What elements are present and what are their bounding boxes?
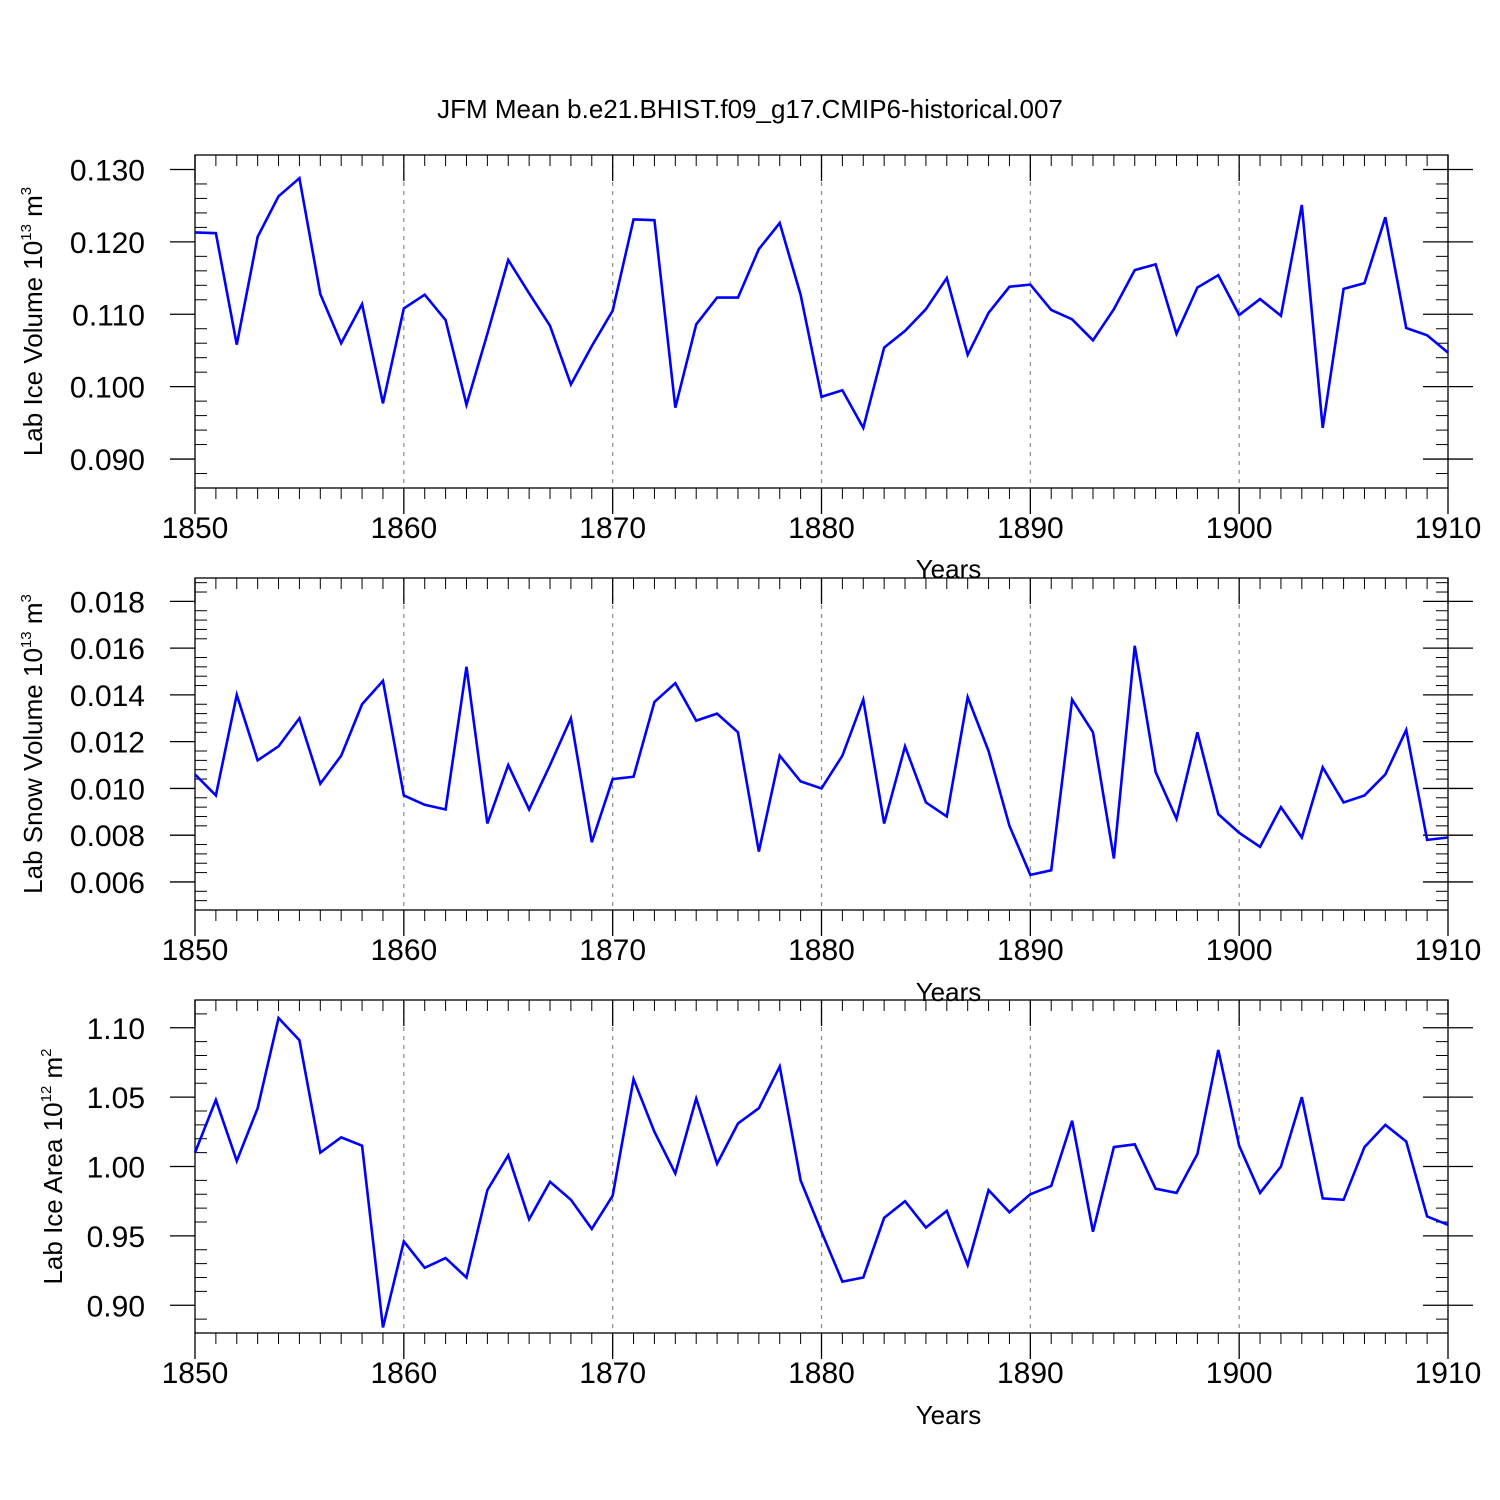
- x-tick-label: 1890: [997, 934, 1064, 967]
- y-tick-label: 1.05: [87, 1082, 145, 1115]
- y-axis-label: Lab Ice Volume 1013 m3: [18, 187, 48, 456]
- y-axis-label-part: m: [18, 603, 48, 632]
- x-tick-label: 1910: [1415, 934, 1482, 967]
- panels: 1850 1860 1870 1880 1890 1900 1910 0.090 0.100 0.…: [18, 154, 1481, 1430]
- x-tick-label: 1850: [162, 512, 229, 545]
- y-tick-label: 0.090: [70, 444, 145, 477]
- y-axis-label-superscript: 13: [18, 224, 35, 241]
- panel-1: 1850 1860 1870 1880 1890 1900 1910 0.090 0.100 0.…: [18, 154, 1481, 584]
- y-tick-label: 1.00: [87, 1152, 145, 1185]
- y-tick-label: 0.012: [70, 727, 145, 760]
- x-tick-label: 1900: [1206, 512, 1273, 545]
- y-axis-label-part: m: [18, 195, 48, 224]
- y-axis-label-part: Lab Ice Volume 10: [18, 241, 48, 456]
- y-axis-label: Lab Ice Area 1012 m2: [38, 1048, 68, 1284]
- y-axis-label: Lab Snow Volume 1013 m3: [18, 594, 48, 894]
- y-axis-label-superscript: 12: [38, 1086, 55, 1103]
- panel-2: 1850 1860 1870 1880 1890 1900 1910 0.006 0.008 0.…: [18, 577, 1482, 1007]
- panel-3: 1850 1860 1870 1880 1890 1900 1910 0.90 0.95 1.00…: [38, 999, 1482, 1430]
- y-axis-label-part: Lab Snow Volume 10: [18, 648, 48, 894]
- plot-frame: [194, 999, 1449, 1334]
- x-tick-label: 1860: [370, 934, 437, 967]
- y-tick-label: 0.014: [70, 680, 145, 713]
- x-tick-label: 1850: [162, 1357, 229, 1390]
- series-line-3: [193, 1015, 1449, 1328]
- y-tick-label: 0.110: [72, 299, 145, 332]
- y-tick-label: 0.90: [87, 1290, 145, 1323]
- y-tick-label: 0.130: [70, 154, 145, 187]
- y-tick-label: 0.008: [70, 820, 145, 853]
- y-axis-label-part: m: [38, 1057, 68, 1086]
- series-line-2: [194, 645, 1449, 877]
- x-axis-label: Years: [916, 1400, 982, 1430]
- x-tick-label: 1910: [1415, 1357, 1482, 1390]
- series-line-1: [194, 175, 1449, 432]
- x-tick-label: 1880: [788, 512, 855, 545]
- x-tick-label: 1900: [1206, 934, 1273, 967]
- x-tick-label: 1860: [370, 1357, 437, 1390]
- x-tick-label: 1910: [1415, 512, 1482, 545]
- y-axis-label-superscript: 2: [38, 1048, 55, 1056]
- y-tick-label: 0.100: [70, 372, 145, 405]
- x-tick-label: 1900: [1206, 1357, 1273, 1390]
- y-axis-label-superscript: 3: [18, 594, 35, 602]
- x-tick-label: 1880: [788, 934, 855, 967]
- x-tick-label: 1850: [162, 934, 229, 967]
- y-tick-label: 0.018: [70, 586, 145, 619]
- x-axis-label: Years: [916, 554, 982, 584]
- y-tick-label: 0.95: [87, 1221, 145, 1254]
- y-tick-label: 0.016: [70, 633, 145, 666]
- y-tick-label: 0.120: [70, 227, 145, 260]
- x-tick-label: 1870: [579, 512, 646, 545]
- x-axis-label: Years: [916, 977, 982, 1007]
- y-axis-label-part: Lab Ice Area 10: [38, 1102, 68, 1284]
- y-axis-label-superscript: 13: [18, 631, 35, 648]
- x-tick-label: 1890: [997, 512, 1064, 545]
- y-tick-label: 0.010: [70, 773, 145, 806]
- plot-frame: [194, 154, 1449, 489]
- y-tick-label: 0.006: [70, 867, 145, 900]
- x-tick-label: 1860: [370, 512, 437, 545]
- chart-title: JFM Mean b.e21.BHIST.f09_g17.CMIP6-histo…: [437, 94, 1063, 124]
- x-tick-label: 1870: [579, 1357, 646, 1390]
- x-tick-label: 1890: [997, 1357, 1064, 1390]
- y-tick-label: 1.10: [87, 1013, 145, 1046]
- x-tick-label: 1880: [788, 1357, 855, 1390]
- x-tick-label: 1870: [579, 934, 646, 967]
- y-axis-label-superscript: 3: [18, 187, 35, 195]
